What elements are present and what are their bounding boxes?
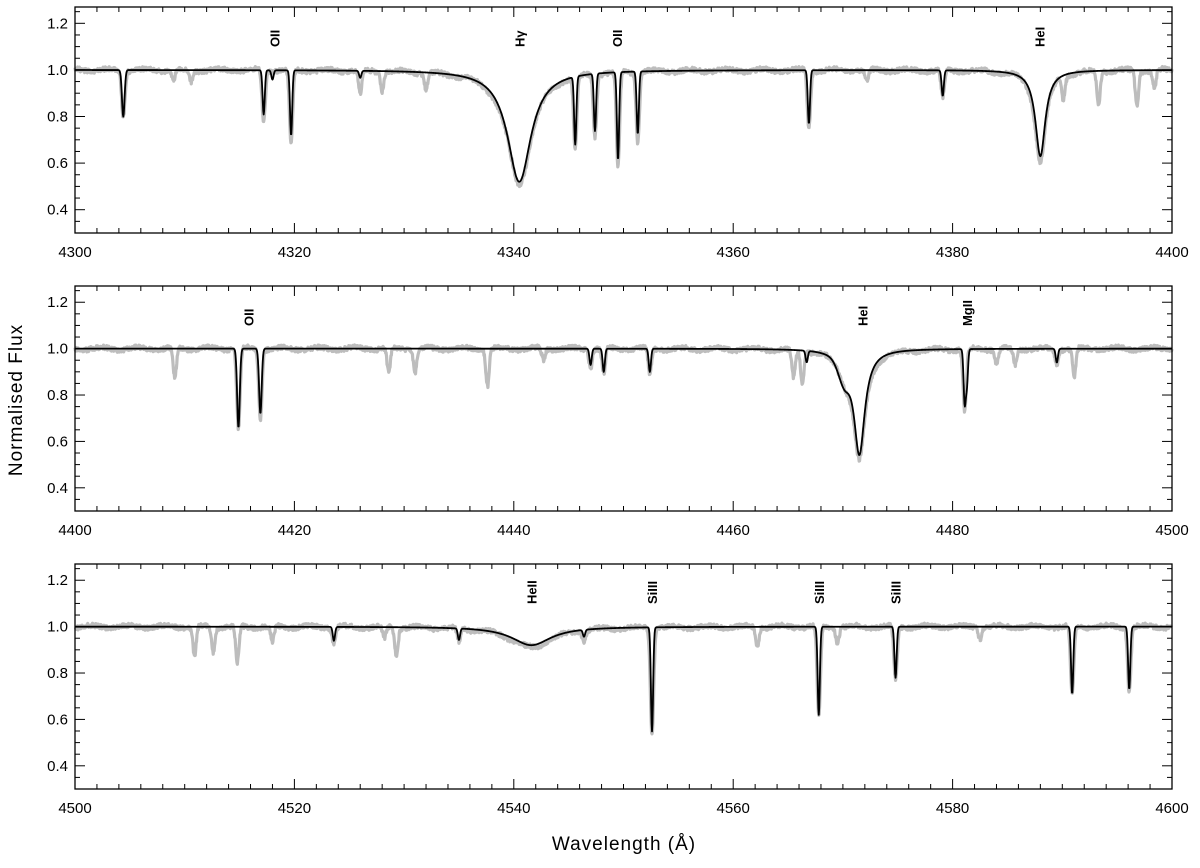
x-axis-title: Wavelength (Å) — [552, 834, 696, 855]
x-tick-label: 4400 — [58, 522, 91, 539]
model-spectrum — [74, 69, 1173, 183]
y-tick-label: 0.6 — [47, 711, 68, 728]
x-tick-label: 4500 — [58, 800, 91, 817]
x-tick-label: 4320 — [278, 244, 311, 261]
panel-1: 4300 4320 4340 4360 4380 4400 0.4 0.6 0.8 1.0 1.2 O… — [47, 6, 1189, 261]
line-id-label: HeI — [856, 306, 871, 326]
y-tick-label: 0.4 — [47, 480, 68, 497]
line-id-label: HeII — [524, 580, 539, 604]
x-tick-label: 4400 — [1155, 244, 1188, 261]
y-axis-title: Normalised Flux — [6, 324, 27, 476]
x-tick-label: 4480 — [936, 522, 969, 539]
x-tick-label: 4360 — [717, 244, 750, 261]
x-tick-label: 4380 — [936, 244, 969, 261]
panels: 4300 4320 4340 4360 4380 4400 0.4 0.6 0.8 1.0 1.2 O… — [47, 6, 1189, 817]
model-spectrum — [74, 625, 1173, 733]
line-id-label: SiIII — [812, 581, 827, 604]
y-tick-label: 1.2 — [47, 294, 68, 311]
x-tick-label: 4300 — [58, 244, 91, 261]
x-tick-label: 4540 — [497, 800, 530, 817]
x-tick-label: 4420 — [278, 522, 311, 539]
x-tick-label: 4440 — [497, 522, 530, 539]
x-tick-label: 4580 — [936, 800, 969, 817]
x-tick-label: 4460 — [717, 522, 750, 539]
plot-frame — [74, 563, 1173, 790]
x-tick-label: 4600 — [1155, 800, 1188, 817]
line-id-label: Hγ — [512, 30, 527, 47]
x-tick-label: 4500 — [1155, 522, 1188, 539]
line-id-label: OII — [241, 309, 256, 326]
y-tick-label: 0.8 — [47, 387, 68, 404]
model-spectrum — [74, 347, 1173, 456]
line-id-label: SiIII — [889, 581, 904, 604]
panel-2: 4400 4420 4440 4460 4480 4500 0.4 0.6 0.8 1.0 1.2 O… — [47, 285, 1189, 539]
line-id-label: SiIII — [645, 581, 660, 604]
y-tick-label: 0.8 — [47, 665, 68, 682]
y-tick-label: 1.2 — [47, 15, 68, 32]
observed-spectrum — [73, 621, 1174, 736]
panel-3: 4500 4520 4540 4560 4580 4600 0.4 0.6 0.8 1.0 1.2 H… — [47, 563, 1189, 817]
line-id-label: HeI — [1032, 27, 1047, 47]
line-id-label: OII — [268, 30, 283, 47]
x-tick-label: 4340 — [497, 244, 530, 261]
y-tick-label: 0.6 — [47, 155, 68, 172]
y-tick-label: 1.0 — [47, 341, 68, 358]
y-tick-label: 0.4 — [47, 758, 68, 775]
y-tick-label: 1.0 — [47, 62, 68, 79]
x-tick-label: 4520 — [278, 800, 311, 817]
y-tick-label: 1.2 — [47, 572, 68, 589]
line-id-label: OII — [610, 30, 625, 47]
line-id-label: MgII — [960, 300, 975, 326]
y-tick-label: 0.8 — [47, 109, 68, 126]
y-tick-label: 0.4 — [47, 202, 68, 219]
y-tick-label: 1.0 — [47, 619, 68, 636]
x-tick-label: 4560 — [717, 800, 750, 817]
observed-spectrum — [73, 64, 1174, 189]
y-tick-label: 0.6 — [47, 433, 68, 450]
